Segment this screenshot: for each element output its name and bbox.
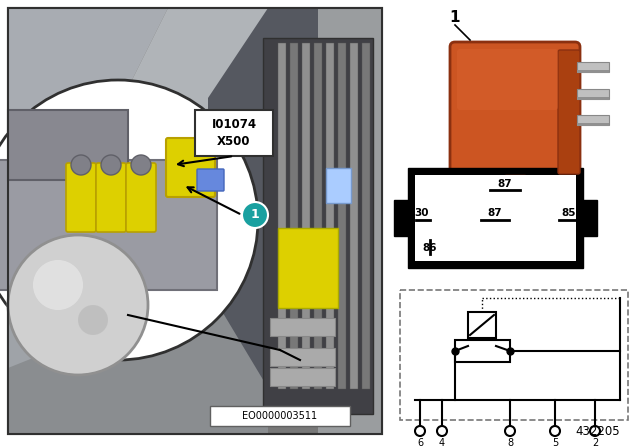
Bar	[400, 290, 628, 420]
Polygon shape	[8, 288, 268, 434]
Bar	[338, 43, 346, 389]
Text: 432205: 432205	[575, 425, 620, 438]
Bar	[290, 43, 298, 389]
Text: 2: 2	[592, 438, 598, 448]
Circle shape	[437, 426, 447, 436]
FancyBboxPatch shape	[558, 50, 580, 174]
Circle shape	[101, 155, 121, 175]
Bar	[270, 368, 335, 386]
Bar	[278, 43, 286, 389]
FancyBboxPatch shape	[457, 49, 558, 110]
Circle shape	[550, 426, 560, 436]
Text: 87: 87	[488, 208, 502, 218]
Text: I01074
X500: I01074 X500	[211, 118, 257, 148]
FancyBboxPatch shape	[96, 163, 126, 232]
Bar	[577, 62, 609, 72]
Text: 86: 86	[423, 243, 437, 253]
Bar	[302, 43, 310, 389]
Bar	[455, 340, 510, 362]
Bar	[577, 70, 609, 73]
Bar	[505, 175, 525, 185]
Bar	[270, 318, 335, 336]
Polygon shape	[318, 8, 382, 434]
Bar	[415, 175, 576, 261]
Text: 1: 1	[251, 208, 259, 221]
Bar	[8, 110, 128, 180]
Bar	[577, 89, 609, 99]
Bar	[210, 406, 350, 426]
Circle shape	[242, 202, 268, 228]
Bar	[195, 110, 273, 156]
Bar	[326, 43, 334, 389]
FancyBboxPatch shape	[450, 42, 580, 182]
Bar	[350, 43, 358, 389]
Text: EO0000003511: EO0000003511	[243, 411, 317, 421]
Bar	[278, 228, 338, 308]
Text: 5: 5	[552, 438, 558, 448]
Polygon shape	[8, 8, 168, 268]
Text: 4: 4	[439, 438, 445, 448]
Bar	[581, 200, 597, 236]
Bar	[577, 97, 609, 100]
Text: 87: 87	[498, 179, 512, 189]
Bar	[509, 179, 521, 201]
Text: 85: 85	[562, 208, 576, 218]
Circle shape	[131, 155, 151, 175]
Polygon shape	[8, 168, 208, 434]
FancyBboxPatch shape	[197, 169, 224, 191]
Text: 6: 6	[417, 438, 423, 448]
Bar	[0, 160, 217, 290]
Bar	[263, 38, 373, 414]
Bar	[408, 168, 583, 268]
Circle shape	[590, 426, 600, 436]
FancyBboxPatch shape	[66, 163, 96, 232]
Bar	[362, 43, 370, 389]
Bar	[468, 312, 496, 338]
Text: 1: 1	[450, 10, 460, 26]
Text: 30: 30	[415, 208, 429, 218]
Bar	[8, 8, 382, 434]
Text: 8: 8	[507, 438, 513, 448]
Circle shape	[505, 426, 515, 436]
Circle shape	[78, 305, 108, 335]
Circle shape	[0, 80, 258, 360]
Circle shape	[71, 155, 91, 175]
Bar	[577, 115, 609, 125]
Circle shape	[415, 426, 425, 436]
Bar	[270, 348, 335, 366]
FancyBboxPatch shape	[166, 138, 215, 197]
FancyBboxPatch shape	[126, 163, 156, 232]
Polygon shape	[88, 8, 382, 208]
Circle shape	[8, 235, 148, 375]
Bar	[314, 43, 322, 389]
Bar	[326, 168, 351, 203]
Bar	[394, 200, 410, 236]
Polygon shape	[208, 8, 318, 388]
Bar	[577, 123, 609, 126]
Bar	[8, 8, 382, 434]
Circle shape	[33, 260, 83, 310]
